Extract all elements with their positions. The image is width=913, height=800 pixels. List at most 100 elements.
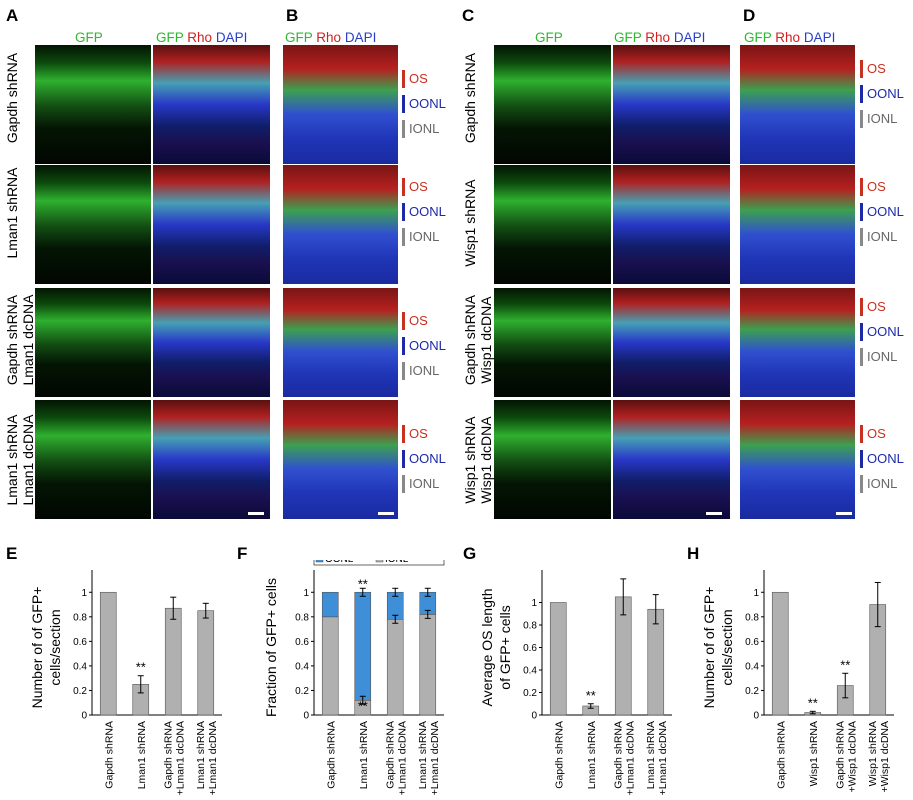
bar (99, 591, 117, 716)
panel-d-row1-oonl-label: OONL (860, 85, 904, 103)
y-axis-label-line2: cells/section (719, 609, 735, 685)
x-tick-label: Lman1 shRNA (358, 721, 370, 789)
panel-b-row2-oonl-label: OONL (402, 203, 446, 221)
bar-ionl (321, 616, 339, 716)
panel-d-row3-ionl-label: IONL (860, 348, 897, 366)
y-tick-label: 0 (753, 711, 759, 722)
header-d-merge: GFP Rho DAPI (744, 30, 836, 45)
svg-text:+Lman1 dcDNA: +Lman1 dcDNA (174, 721, 186, 795)
header-c-merge: GFP Rho DAPI (614, 30, 706, 45)
panel-d-row3-os-label: OS (860, 298, 886, 316)
svg-text:Gapdh shRNA: Gapdh shRNA (384, 721, 396, 789)
micrograph-d-4 (740, 400, 855, 519)
bar (647, 608, 665, 716)
scale-bar (836, 512, 852, 515)
x-tick-label: Lman1 shRNA (136, 721, 148, 789)
significance-mark: ** (586, 688, 596, 703)
y-axis-label-line2: of GFP+ cells (497, 605, 513, 689)
scale-bar (248, 512, 264, 515)
x-tick-label: Lman1 shRNA (586, 721, 598, 789)
micrograph-b-3 (283, 288, 398, 397)
svg-text:Lman1 shRNA: Lman1 shRNA (136, 721, 148, 789)
micrograph-d-3 (740, 288, 855, 397)
micrograph-d-2 (740, 165, 855, 284)
significance-mark: ** (136, 660, 146, 675)
x-tick-label: Lman1 shRNA +Lman1 dcDNA (195, 721, 219, 795)
x-tick-label: Gapdh shRNA +Lman1 dcDNA (612, 721, 636, 795)
y-tick-label: 0 (531, 711, 537, 722)
y-tick-label: 0.6 (73, 637, 87, 648)
panel-d-row1-os-label: OS (860, 60, 886, 78)
x-tick-label: Lman1 shRNA +Lman1 dcDNA (417, 721, 441, 795)
row-label-c4: Wisp1 shRNA Wisp1 dcDNA (462, 416, 494, 504)
micrograph-b-1 (283, 45, 398, 164)
svg-text:+Lman1 dcDNA: +Lman1 dcDNA (429, 721, 441, 795)
svg-text:Gapdh shRNA: Gapdh shRNA (612, 721, 624, 789)
svg-text:Lman1 shRNA: Lman1 shRNA (645, 721, 657, 789)
y-axis-label-line2: cells/section (47, 609, 63, 685)
panel-d-row4-os-label: OS (860, 425, 886, 443)
svg-text:Gapdh shRNA: Gapdh shRNA (834, 721, 846, 789)
y-tick-label: 0.2 (523, 688, 537, 699)
y-axis-label: Fraction of GFP+ cells (263, 578, 279, 717)
scale-bar (706, 512, 722, 515)
bar-ionl (386, 618, 404, 716)
micrograph-c-merge-1 (613, 45, 730, 164)
micrograph-a-merge-1 (153, 45, 270, 164)
micrograph-c-gfp-1 (494, 45, 611, 164)
y-tick-label: 0.6 (295, 637, 309, 648)
row-label-a2: Lman1 shRNA (4, 167, 20, 259)
x-tick-label: Gapdh shRNA +Lman1 dcDNA (384, 721, 408, 795)
panel-b-row1-ionl-label: IONL (402, 120, 439, 138)
panel-b-row3-os-label: OS (402, 312, 428, 330)
chart-g: Average OS length of GFP+ cells 0 0.2 0.4 0.6… (479, 570, 672, 795)
micrograph-c-gfp-2 (494, 165, 611, 284)
panel-label-a: A (6, 6, 19, 25)
header-a-gfp: GFP (75, 30, 103, 45)
micrograph-b-4 (283, 400, 398, 519)
svg-text:+Lman1 dcDNA: +Lman1 dcDNA (396, 721, 408, 795)
y-tick-label: 0.6 (745, 637, 759, 648)
panel-b-row3-oonl-label: OONL (402, 337, 446, 355)
svg-text:Lman1 shRNA: Lman1 shRNA (358, 721, 370, 789)
svg-text:Gapdh shRNA: Gapdh shRNA (103, 721, 115, 789)
bar (197, 610, 215, 716)
row-label-c2: Wisp1 shRNA (462, 179, 478, 267)
row-label-c3: Gapdh shRNA Wisp1 dcDNA (462, 294, 494, 386)
panel-b-row1-oonl-label: OONL (402, 95, 446, 113)
svg-text:Gapdh shRNA: Gapdh shRNA (325, 721, 337, 789)
panel-b-row2-ionl-label: IONL (402, 228, 439, 246)
svg-text:+Wisp1 dcDNA: +Wisp1 dcDNA (879, 721, 891, 792)
svg-text:Lman1 shRNA: Lman1 shRNA (586, 721, 598, 789)
micrograph-c-merge-2 (613, 165, 730, 284)
micrograph-a-merge-2 (153, 165, 270, 284)
micrograph-c-merge-4 (613, 400, 730, 519)
bar-ionl (419, 614, 437, 716)
panel-b-row3-ionl-label: IONL (402, 362, 439, 380)
panel-d-row3-oonl-label: OONL (860, 323, 904, 341)
panel-d-row2-oonl-label: OONL (860, 203, 904, 221)
svg-text:Wisp1 shRNA: Wisp1 shRNA (808, 721, 820, 786)
x-tick-label: Gapdh shRNA (553, 721, 565, 789)
x-tick-label: Gapdh shRNA (775, 721, 787, 789)
panel-label-d: D (743, 6, 756, 25)
y-tick-label: 0 (303, 711, 309, 722)
svg-text:Lman1 shRNA: Lman1 shRNA (195, 721, 207, 789)
y-tick-label: 0 (81, 711, 87, 722)
panel-d-row2-os-label: OS (860, 178, 886, 196)
chart-f: Fraction of GFP+ cells 0 0.2 0.4 0.6 0.8 1 Gapd… (263, 560, 445, 795)
y-tick-label: 0.8 (745, 612, 759, 623)
scale-bar (378, 512, 394, 515)
y-tick-label: 0.4 (745, 661, 759, 672)
y-tick-label: 1 (753, 588, 759, 599)
chart-h: Number of of GFP+ cells/section 0 0.2 0.4 0.6… (701, 570, 894, 792)
y-tick-label: 0.8 (523, 621, 537, 632)
significance-mark: ** (808, 695, 818, 710)
panel-label-g: G (463, 544, 477, 563)
y-tick-label: 0.8 (295, 612, 309, 623)
header-b-merge: GFP Rho DAPI (285, 30, 377, 45)
svg-text:Lman1 shRNA: Lman1 shRNA (417, 721, 429, 789)
micrograph-a-gfp-2 (35, 165, 151, 284)
svg-text:Wisp1 shRNA: Wisp1 shRNA (867, 721, 879, 786)
y-tick-label: 0.2 (73, 686, 87, 697)
